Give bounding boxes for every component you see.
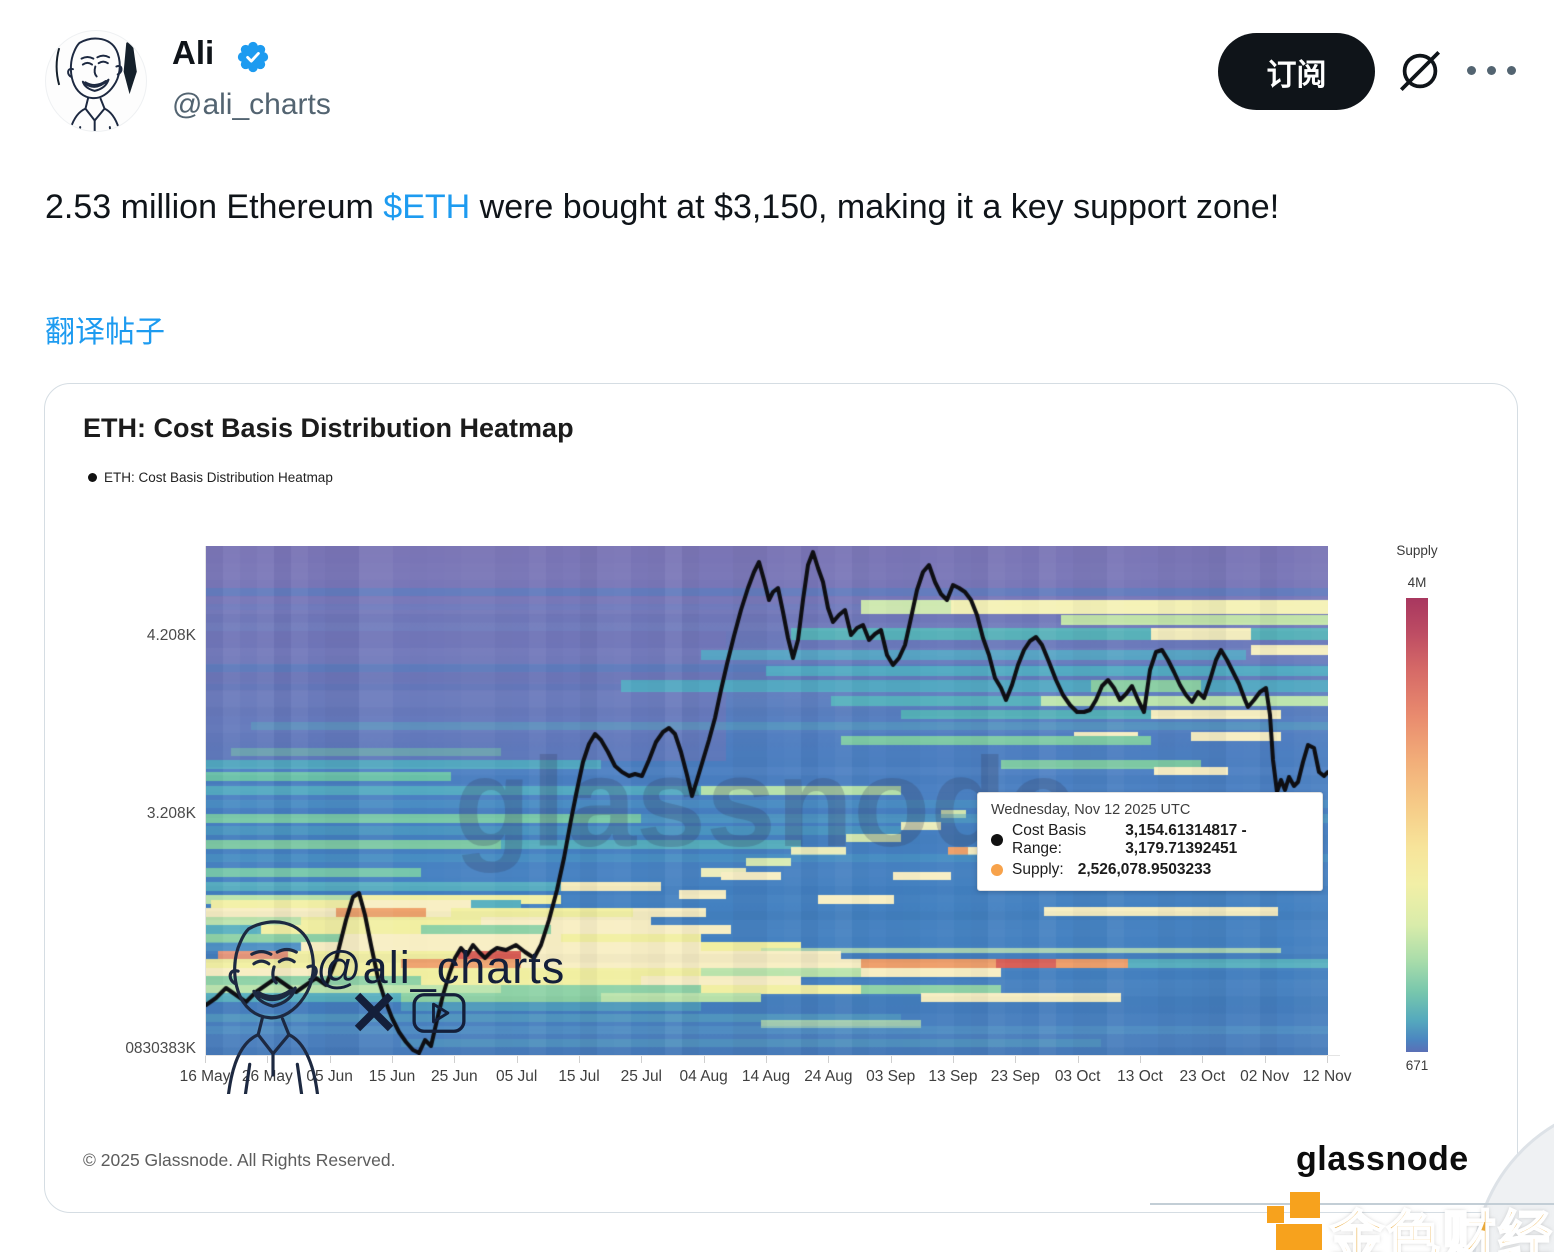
copyright-text: © 2025 Glassnode. All Rights Reserved. [83,1150,396,1170]
x-tick-mark [516,1056,518,1063]
ticker-link[interactable]: $ETH [383,188,471,226]
tooltip-date: Wednesday, Nov 12 2025 UTC [991,802,1191,818]
jinse-logo-icon [1276,1224,1322,1250]
x-tick-label: 04 Aug [679,1068,728,1085]
x-tick-label: 15 Jul [558,1068,600,1085]
x-tick-mark [828,1056,830,1063]
x-tick-label: 03 Oct [1054,1068,1101,1085]
grok-icon[interactable] [1398,49,1442,93]
tweet-text-after: were bought at $3,150, making it a key s… [470,188,1280,226]
glassnode-wordmark: glassnode [1296,1140,1469,1178]
x-tick-label: 03 Sep [866,1068,916,1085]
subscribe-label: 订阅 [1266,58,1327,92]
legend-dot-icon [88,473,97,482]
colorbar-min-label: 671 [1405,1058,1429,1073]
more-menu-icon[interactable] [1467,66,1516,75]
x-tick-label: 05 Jun [306,1068,353,1085]
x-tick-mark [329,1056,331,1063]
x-tick-mark [1327,1056,1328,1063]
x-tick-label: 26 May [241,1068,293,1085]
chart-tooltip: Wednesday, Nov 12 2025 UTC Cost Basis Ra… [977,792,1323,891]
x-tick-mark [953,1056,954,1063]
avatar[interactable] [45,30,147,132]
cost-basis-label: Cost Basis Range: [1012,822,1087,857]
colorbar-title: Supply [1396,543,1438,558]
x-tick-mark [766,1056,767,1063]
author-name[interactable]: Ali [172,34,215,71]
x-tick-label: 02 Nov [1240,1068,1290,1085]
x-tick-mark [1140,1056,1141,1063]
x-tick-mark [579,1056,580,1063]
jinse-divider-line [1150,1203,1554,1205]
subscribe-button[interactable]: 订阅 [1218,33,1375,110]
verified-badge-icon [237,41,269,73]
avatar-sketch [55,37,137,131]
x-tick-mark [1015,1056,1017,1063]
x-tick-label: 23 Oct [1179,1068,1226,1085]
tooltip-supply-row: Supply: 2,526,078.9503233 [991,861,1309,879]
tweet-text-before: 2.53 million Ethereum [45,188,384,226]
chart-legend[interactable]: ETH: Cost Basis Distribution Heatmap [88,470,333,485]
x-logo-icon [354,992,394,1032]
x-tick-mark [267,1056,269,1063]
colorbar [1406,598,1428,1052]
x-tick-label: 13 Oct [1117,1068,1163,1085]
youtube-logo-icon [412,993,466,1033]
tooltip-cost-basis-row: Cost Basis Range: 3,154.61314817 - 3,179… [991,822,1309,858]
x-tick-mark [1077,1056,1079,1063]
x-tick-mark [205,1056,206,1063]
x-tick-mark [454,1056,456,1063]
jinse-logo-icon [1267,1206,1284,1223]
x-tick-mark [641,1056,643,1063]
x-tick-mark [392,1056,393,1063]
jinse-logo-icon [1290,1192,1320,1218]
handle-watermark: @ali_charts [316,942,566,993]
translate-post-link[interactable]: 翻译帖子 [45,316,165,349]
legend-label: ETH: Cost Basis Distribution Heatmap [104,470,333,485]
x-tick-label: 25 Jun [431,1068,478,1085]
cost-basis-value: 3,154.61314817 - 3,179.71392451 [1125,822,1247,857]
y-tick-label: 0830383K [125,1040,196,1057]
x-tick-label: 25 Jul [620,1068,663,1085]
supply-label: Supply: [1012,861,1064,878]
x-tick-mark [1202,1056,1204,1063]
supply-dot-icon [991,864,1003,876]
face-sketch-watermark [226,920,320,1094]
x-tick-label: 14 Aug [741,1068,791,1085]
y-tick-label: 4.208K [146,627,196,644]
x-tick-mark [1264,1056,1266,1063]
supply-value: 2,526,078.9503233 [1077,861,1212,878]
author-handle[interactable]: @ali_charts [172,88,331,121]
cost-basis-dot-icon [991,834,1003,846]
x-tick-label: 15 Jun [368,1068,416,1085]
colorbar-max-label: 4M [1407,575,1427,590]
x-tick-label: 13 Sep [928,1068,978,1085]
tweet-text: 2.53 million Ethereum $ETH were bought a… [45,176,1457,239]
jinse-wordmark: 金色财经 [1329,1206,1554,1252]
chart-title: ETH: Cost Basis Distribution Heatmap [83,413,574,443]
y-tick-label: 3.208K [146,805,196,822]
x-axis-line [205,1055,1340,1056]
x-tick-mark [703,1056,705,1063]
x-tick-label: 23 Sep [990,1068,1040,1085]
x-tick-mark [890,1056,892,1063]
x-tick-label: 24 Aug [804,1068,853,1085]
x-tick-label: 16 May [179,1068,231,1085]
x-tick-label: 05 Jul [495,1068,538,1085]
x-tick-label: 12 Nov [1302,1068,1352,1085]
